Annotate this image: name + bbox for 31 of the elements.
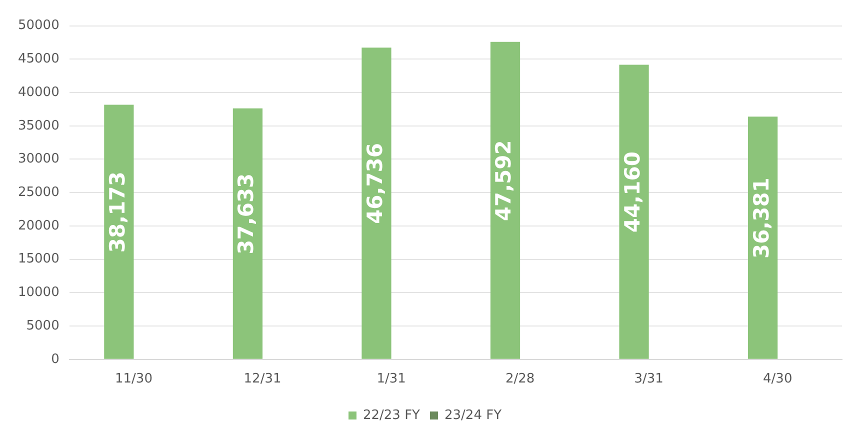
data-label: 44,160 (620, 152, 644, 233)
x-tick-label: 12/31 (244, 372, 282, 387)
y-tick-label: 5000 (26, 318, 60, 334)
y-tick-label: 50000 (18, 18, 60, 34)
y-tick-label: 0 (51, 352, 60, 367)
legend-label: 23/24 FY (444, 408, 502, 423)
data-label: 46,736 (362, 142, 387, 224)
data-label: 38,173 (105, 172, 130, 253)
bar (232, 108, 263, 359)
y-tick-label: 45000 (18, 52, 60, 67)
y-tick-label: 40000 (18, 84, 60, 100)
y-tick-label: 15000 (18, 252, 60, 267)
data-label: 47,592 (492, 140, 516, 222)
bar (362, 48, 392, 359)
x-tick-label: 2/28 (505, 372, 535, 387)
x-tick-label: 1/31 (376, 372, 406, 387)
y-tick-label: 30000 (18, 152, 60, 167)
legend-label: 22/23 FY (362, 408, 420, 423)
y-tick-label: 35000 (18, 118, 60, 134)
y-tick-label: 20000 (18, 218, 60, 234)
data-label: 37,633 (234, 173, 258, 254)
bar (104, 104, 134, 359)
y-tick-label: 10000 (18, 285, 60, 300)
data-label: 36,381 (749, 178, 774, 259)
x-tick-label: 11/30 (115, 372, 152, 387)
bar (490, 42, 520, 359)
bar (619, 64, 649, 359)
bar (748, 116, 778, 359)
x-tick-label: 4/30 (763, 372, 792, 387)
y-tick-label: 25000 (18, 184, 60, 200)
x-tick-label: 3/31 (634, 372, 664, 387)
